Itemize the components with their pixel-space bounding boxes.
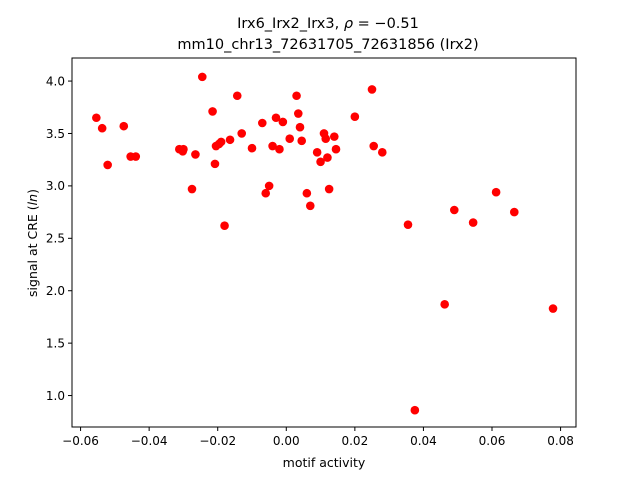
data-point bbox=[264, 181, 274, 191]
data-point bbox=[275, 144, 284, 154]
data-point bbox=[208, 107, 217, 116]
data-point bbox=[97, 123, 107, 133]
data-point bbox=[187, 184, 197, 194]
chart-title: Irx6_Irx2_Irx3, ρ = −0.51 bbox=[237, 16, 419, 32]
data-point bbox=[440, 300, 449, 309]
y-axis-label: signal at CRE (ln) bbox=[25, 189, 40, 297]
data-point bbox=[312, 148, 322, 157]
x-axis-label: motif activity bbox=[283, 455, 366, 470]
data-point bbox=[295, 122, 305, 132]
data-point bbox=[268, 141, 277, 151]
data-point bbox=[350, 112, 360, 122]
data-point bbox=[292, 91, 301, 101]
data-point bbox=[468, 218, 478, 227]
y-tick-label: 3.0 bbox=[46, 179, 65, 193]
data-point bbox=[324, 184, 334, 194]
y-axis-ticks: 1.0 1.5 2.0 2.5 3.0 3.5 4.0 bbox=[46, 74, 72, 403]
y-tick-label: 2.5 bbox=[46, 232, 65, 246]
data-point bbox=[210, 159, 220, 169]
data-point bbox=[278, 117, 288, 127]
data-point bbox=[247, 143, 257, 153]
data-point bbox=[179, 144, 188, 154]
data-point bbox=[305, 201, 315, 211]
y-tick-label: 1.5 bbox=[46, 336, 65, 350]
y-tick-label: 4.0 bbox=[46, 74, 65, 88]
chart-subtitle: mm10_chr13_72631705_72631856 (Irx2) bbox=[177, 37, 478, 53]
x-axis-ticks: −0.06 −0.04 −0.02 0.00 0.02 0.04 0.06 0.08 bbox=[62, 427, 574, 448]
data-point bbox=[225, 135, 235, 145]
data-point bbox=[491, 187, 501, 197]
data-point bbox=[197, 72, 207, 82]
x-tick-label: −0.04 bbox=[131, 434, 168, 448]
data-points bbox=[92, 72, 558, 415]
x-tick-label: −0.06 bbox=[62, 434, 99, 448]
x-tick-label: 0.06 bbox=[479, 434, 506, 448]
data-point bbox=[261, 188, 271, 198]
data-point bbox=[297, 136, 307, 146]
data-point bbox=[119, 121, 129, 131]
data-point bbox=[548, 304, 558, 313]
y-tick-label: 2.0 bbox=[46, 284, 65, 298]
data-point bbox=[103, 160, 112, 170]
data-point bbox=[367, 85, 377, 94]
data-point bbox=[131, 152, 141, 161]
data-point bbox=[237, 129, 247, 138]
data-point bbox=[377, 148, 387, 157]
data-point bbox=[449, 205, 459, 215]
data-point bbox=[321, 134, 331, 144]
data-point bbox=[410, 405, 420, 415]
data-point bbox=[232, 91, 242, 101]
data-point bbox=[271, 113, 281, 123]
data-point bbox=[302, 188, 312, 198]
data-point bbox=[323, 153, 332, 162]
data-point bbox=[220, 221, 229, 231]
data-point bbox=[316, 157, 325, 167]
y-tick-label: 3.5 bbox=[46, 127, 65, 141]
x-tick-label: −0.02 bbox=[199, 434, 236, 448]
x-tick-label: 0.02 bbox=[341, 434, 368, 448]
data-point bbox=[369, 141, 379, 151]
data-point bbox=[329, 132, 339, 141]
data-point bbox=[509, 207, 519, 217]
data-point bbox=[191, 150, 200, 159]
data-point bbox=[92, 113, 101, 123]
y-tick-label: 1.0 bbox=[46, 389, 65, 403]
x-tick-label: 0.00 bbox=[273, 434, 300, 448]
x-tick-label: 0.08 bbox=[547, 434, 574, 448]
data-point bbox=[216, 137, 226, 147]
data-point bbox=[403, 220, 413, 229]
data-point bbox=[331, 144, 341, 154]
data-point bbox=[285, 134, 295, 144]
x-tick-label: 0.04 bbox=[410, 434, 437, 448]
data-point bbox=[293, 109, 303, 118]
data-point bbox=[257, 118, 267, 128]
plot-area-frame bbox=[71, 57, 577, 428]
